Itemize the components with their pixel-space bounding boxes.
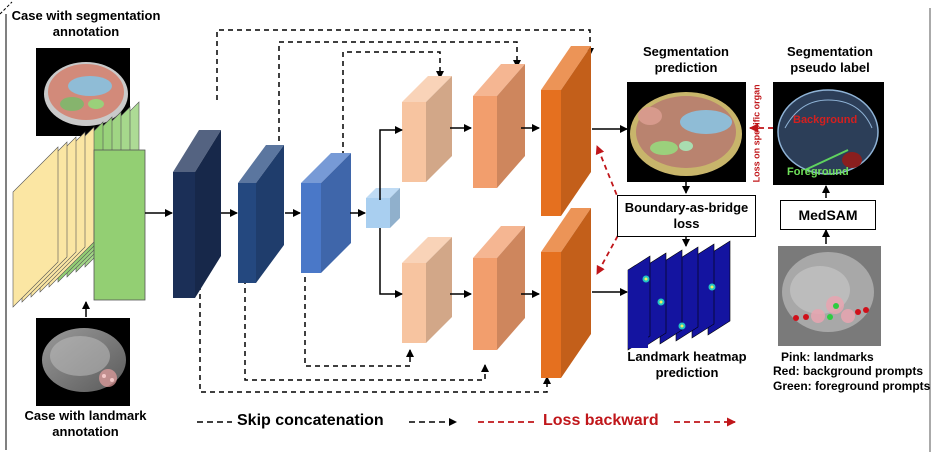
note-pink: Pink: landmarks [781, 350, 874, 364]
legend-skip-text: Skip concatenation [237, 412, 384, 429]
encoder-block-3 [301, 153, 351, 273]
network-blocks [173, 46, 591, 378]
landmark-case-image [36, 318, 130, 406]
frame-corner [0, 1, 13, 15]
background-label: Background [793, 114, 858, 126]
seg-pseudo-label-image [773, 82, 884, 185]
input-slice-stack [12, 101, 146, 308]
medsam-box: MedSAM [780, 200, 876, 230]
medsam-prompt-image [778, 246, 881, 346]
landmark-heatmap-stack [627, 240, 731, 351]
decoder-top-block-2 [473, 64, 525, 188]
seg-pseudo-label-title: Segmentation pseudo label [787, 44, 873, 75]
encoder-block-1 [173, 130, 221, 298]
decoder-bottom-block-1 [402, 237, 452, 343]
input-front-slice [93, 149, 146, 301]
loss-arrows [595, 123, 773, 275]
decoder-top-block-3 [541, 46, 591, 216]
seg-prediction-image [627, 82, 746, 182]
heatmap-front [628, 270, 648, 348]
landmark-case-label: Case with landmark annotation [24, 408, 147, 439]
seg-prediction-label: Segmentation prediction [643, 44, 729, 75]
encoder-block-2 [238, 145, 284, 283]
flow-arrows [221, 124, 830, 298]
skip-connections [199, 29, 594, 393]
bottleneck-block [366, 188, 400, 228]
note-red: Red: background prompts [773, 364, 924, 379]
landmark-heatmap-label: Landmark heatmap prediction [627, 349, 747, 380]
prompt-notes: Pink: landmarks Red: background prompts … [773, 350, 931, 393]
decoder-bottom-block-2 [473, 226, 525, 350]
decoder-bottom-block-3 [541, 208, 591, 378]
boundary-bridge-loss-box: Boundary-as-bridge loss [617, 195, 756, 237]
seg-case-label: Case with segmentation annotation [11, 8, 161, 39]
loss-specific-organ-label: Loss on specific organ [751, 84, 762, 183]
note-green: Green: foreground prompts [773, 378, 931, 393]
legend-loss-text: Loss backward [543, 412, 659, 429]
foreground-label: Foreground [787, 166, 849, 178]
decoder-top-block-1 [402, 76, 452, 182]
